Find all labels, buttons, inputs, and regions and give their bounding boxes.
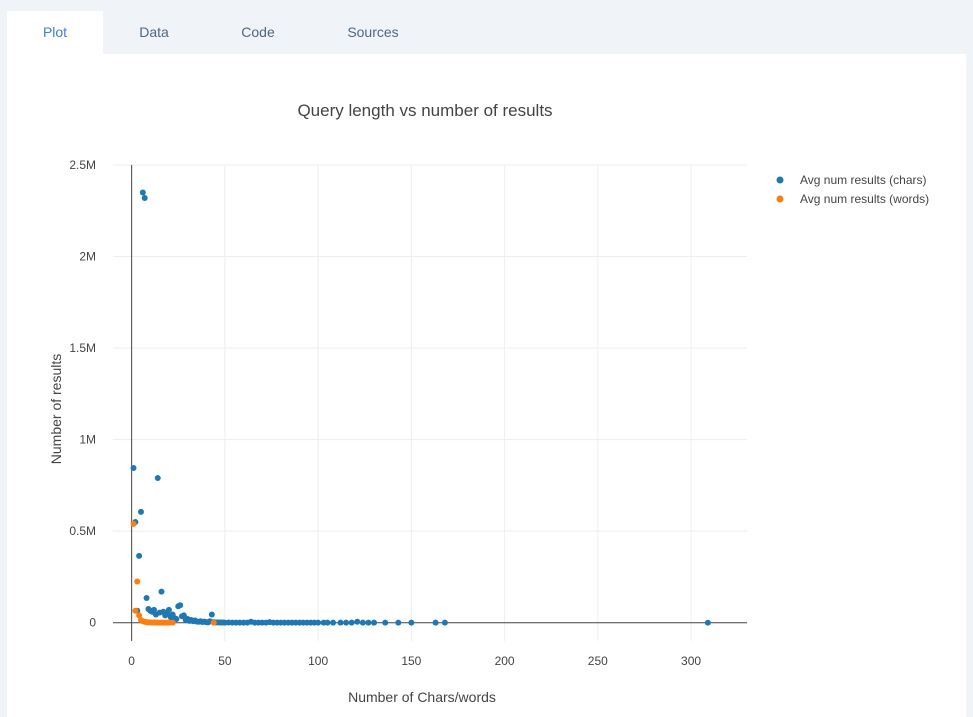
chars-point[interactable] [165,606,172,613]
chars-point[interactable] [141,194,148,201]
chars-point[interactable] [158,588,165,595]
x-tick-label: 200 [495,654,515,668]
y-tick-label: 1.5M [69,341,96,355]
chars-point[interactable] [315,619,322,626]
chars-point[interactable] [371,619,378,626]
chars-point[interactable] [180,612,187,619]
data-points[interactable] [130,189,711,626]
words-point[interactable] [132,607,139,614]
chars-point[interactable] [177,602,184,609]
y-tick-label: 2.5M [69,158,96,172]
chars-point[interactable] [337,619,344,626]
axes [113,165,747,641]
chars-point[interactable] [324,619,331,626]
legend-marker-words [776,195,784,203]
chars-point[interactable] [173,616,180,623]
x-tick-label: 150 [401,654,421,668]
legend-item-words[interactable]: Avg num results (words) [776,192,930,206]
chars-point[interactable] [704,619,711,626]
x-tick-label: 0 [128,654,135,668]
y-tick-label: 2M [79,250,96,264]
y-tick-label: 0.5M [69,524,96,538]
legend-label-words: Avg num results (words) [800,192,929,206]
scatter-chart[interactable]: 0 50 100 150 200 250 300 0 0.5M 1M 1.5M 2M 2.5M Quer… [7,54,966,717]
y-tick-label: 0 [89,616,96,630]
words-point[interactable] [169,619,176,626]
chars-point[interactable] [151,606,158,613]
tab-sources[interactable]: Sources [347,24,399,40]
chars-point[interactable] [143,594,150,601]
chars-point[interactable] [136,552,143,559]
tick-labels: 0 50 100 150 200 250 300 0 0.5M 1M 1.5M 2M 2.5M [69,158,701,668]
chars-point[interactable] [354,618,361,625]
plot-panel: 0 50 100 150 200 250 300 0 0.5M 1M 1.5M 2M 2.5M Quer… [7,54,966,717]
words-point[interactable] [134,578,141,585]
chars-point[interactable] [330,619,337,626]
chars-point[interactable] [432,619,439,626]
tab-data[interactable]: Data [139,24,169,40]
chars-point[interactable] [395,619,402,626]
chars-point[interactable] [139,189,146,196]
chars-point[interactable] [208,611,215,618]
chars-point[interactable] [154,475,161,482]
chars-point[interactable] [348,619,355,626]
words-point[interactable] [210,619,217,626]
x-axis-label: Number of Chars/words [348,689,496,705]
x-tick-label: 100 [308,654,328,668]
chars-point[interactable] [365,619,372,626]
y-tick-label: 1M [79,433,96,447]
tab-code[interactable]: Code [241,24,275,40]
chars-point[interactable] [359,619,366,626]
legend: Avg num results (chars) Avg num results … [776,173,930,206]
chart-title: Query length vs number of results [297,101,552,120]
chars-point[interactable] [382,619,389,626]
y-axis-label: Number of results [48,354,64,464]
words-point[interactable] [136,612,143,619]
legend-item-chars[interactable]: Avg num results (chars) [776,173,927,187]
legend-marker-chars [776,176,784,184]
x-tick-label: 50 [218,654,232,668]
grid-lines [113,164,747,641]
tab-plot[interactable]: Plot [7,11,103,54]
chars-point[interactable] [408,619,415,626]
chars-point[interactable] [137,508,144,515]
chars-point[interactable] [130,464,137,471]
x-tick-label: 300 [681,654,701,668]
tab-bar: Plot Data Code Sources [0,0,973,54]
legend-label-chars: Avg num results (chars) [800,173,927,187]
chars-point[interactable] [343,619,350,626]
words-point[interactable] [130,520,137,527]
x-tick-label: 250 [588,654,608,668]
chars-point[interactable] [441,619,448,626]
